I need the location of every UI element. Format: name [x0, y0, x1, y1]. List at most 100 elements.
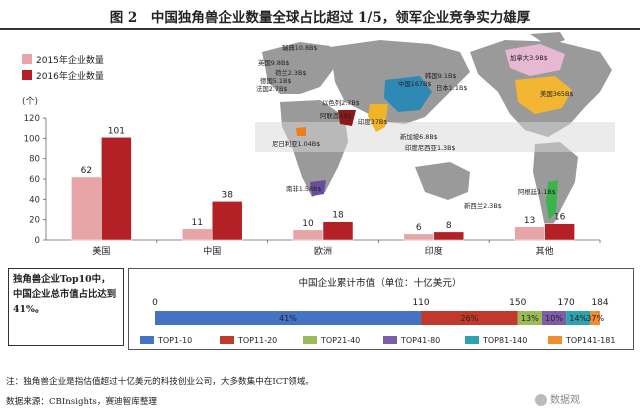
legend-label: TOP81-140 [482, 336, 527, 345]
data-source: 数据来源：CBInsights，赛迪智库整理 [6, 397, 158, 407]
segment-top141-181 [590, 311, 600, 325]
bar-value-label: 13 [524, 216, 535, 226]
legend-swatch [465, 336, 479, 344]
y-axis: 0 20 40 60 80 100 120 [24, 114, 47, 246]
legend-label: TOP1-10 [157, 336, 192, 345]
market-cap-legend: TOP1-10 TOP11-20 TOP21-40 TOP41-80 TOP81-140… [140, 336, 615, 345]
map-label-south-korea: 韩国9.1B$ [425, 71, 456, 80]
scale-tick-label: 110 [412, 298, 429, 308]
figure-title: 图 2 中国独角兽企业数量全球占比超过 1/5，领军企业竞争实力雄厚 [109, 10, 531, 26]
legend-swatch [548, 336, 562, 344]
legend-swatch [22, 54, 32, 64]
market-cap-panel [128, 268, 634, 350]
segment-percent-label: 26% [461, 314, 479, 323]
segment-percent-label: 13% [521, 314, 539, 323]
bar-legend: 2015年企业数量 2016年企业数量 [22, 54, 104, 82]
scale-tick-label: 170 [558, 298, 575, 308]
bar-2016 [544, 223, 575, 241]
x-tick-label: 欧洲 [314, 245, 332, 257]
bar-2015 [71, 176, 102, 241]
x-tick-label: 美国 [92, 245, 110, 257]
bar-2016 [211, 201, 243, 241]
bar-2015 [514, 226, 545, 241]
legend-label: TOP41-80 [400, 336, 440, 345]
map-label-singapore: 新加坡6.8B$ [400, 132, 438, 141]
legend-label: 2015年企业数量 [36, 54, 104, 66]
bar-value-label: 11 [191, 218, 202, 228]
bar-2016 [101, 137, 132, 241]
callout-box: 独角兽企业Top10中，中国企业总市值占比达到41%。 [8, 268, 124, 346]
y-tick-label: 20 [29, 216, 40, 226]
map-label-united-states: 美国365B$ [540, 89, 573, 98]
x-tick-label: 其他 [536, 245, 554, 257]
callout-text: 独角兽企业Top10中，中国企业总市值占比达到41%。 [13, 274, 117, 315]
segment-top11-20 [421, 311, 518, 325]
map-label-china: 中国167B$ [398, 79, 431, 88]
map-argentina-highlight [546, 180, 558, 220]
map-landmasses [262, 32, 612, 227]
segment-percent-label: 10% [545, 314, 563, 323]
y-tick-label: 80 [29, 155, 40, 165]
segment-top41-80 [541, 311, 567, 325]
bar-value-label: 62 [81, 166, 92, 176]
segment-top21-40 [517, 311, 542, 325]
segment-top81-140 [566, 311, 591, 325]
bar-chart: 2015年企业数量 2016年企业数量 (个) 0 20 40 60 80 100 120 美… [22, 54, 601, 257]
map-country-highlights [296, 44, 572, 220]
footnote: 注：独角兽企业是指估值超过十亿美元的科技创业公司，大多数集中在ICT领域。 [6, 377, 314, 387]
legend-label: TOP21-40 [320, 336, 360, 345]
legend-label: TOP11-20 [237, 336, 277, 345]
market-cap-bar: 中国企业累计市值（单位：十亿美元） 0 110 150 170 184 41% 26% 13… [140, 277, 615, 345]
bar-value-label: 8 [446, 221, 452, 231]
market-cap-segments: 41% 26% 13% 10% 14% 37% [155, 311, 604, 325]
map-label-israel: 以色列2.7B$ [322, 98, 360, 107]
map-usa-highlight [515, 76, 572, 114]
bar-2016 [322, 221, 354, 241]
wechat-icon [535, 394, 547, 406]
map-label-indonesia: 印度尼西亚1.3B$ [405, 143, 456, 152]
bar-2015 [403, 233, 435, 241]
map-label-new-zealand: 新西兰2.3B$ [464, 201, 502, 210]
map-label-south-africa: 南非1.58B$ [286, 184, 321, 193]
scale-tick-label: 184 [591, 298, 608, 308]
map-label-germany: 德国5.1B$ [260, 76, 291, 85]
segment-percent-label: 14% [569, 314, 587, 323]
scale-tick-label: 150 [509, 298, 526, 308]
y-tick-label: 0 [35, 236, 40, 246]
market-cap-title: 中国企业累计市值（单位：十亿美元） [298, 277, 461, 289]
map-label-sweden: 瑞典10.8B$ [282, 43, 317, 52]
segment-percent-label: 37% [586, 314, 604, 323]
bar-2015 [292, 229, 324, 241]
segment-percent-label: 41% [279, 314, 297, 323]
bar-value-label: 18 [332, 211, 344, 221]
map-label-netherlands: 荷兰2.3B$ [275, 68, 306, 77]
map-label-india: 印度37B$ [358, 117, 387, 126]
map-label-united-kingdom: 英国9.8B$ [258, 58, 289, 67]
map-label-canada: 加拿大3.9B$ [510, 53, 548, 62]
legend-swatch [22, 70, 32, 80]
map-label-france: 法国2.7B$ [256, 84, 287, 93]
x-tick-label: 中国 [203, 245, 221, 257]
bar-value-label: 6 [416, 223, 422, 233]
map-label-uae: 阿联酋1B$ [320, 111, 352, 120]
y-tick-label: 40 [29, 195, 40, 205]
watermark: 数据观 [535, 391, 580, 406]
map-canada-highlight [505, 44, 565, 76]
bar-value-label: 101 [108, 126, 125, 136]
watermark-text: 数据观 [550, 395, 580, 406]
map-country-labels: 瑞典10.8B$ 英国9.8B$荷兰2.3B$德国5.1B$法国2.7B$ 中国16… [256, 43, 573, 210]
y-tick-label: 100 [24, 134, 40, 144]
x-tick-label: 印度 [425, 245, 443, 257]
y-tick-label: 120 [24, 114, 40, 124]
bar-2016 [433, 231, 465, 241]
bar-value-label: 38 [221, 190, 233, 200]
map-label-argentina: 阿根廷1.1B$ [518, 187, 556, 196]
map-label-nigeria: 尼日利亚1.04B$ [272, 139, 320, 148]
bar-value-label: 10 [302, 219, 314, 229]
x-axis: 美国 中国 欧洲 印度 其他 [46, 239, 601, 257]
map-nigeria-highlight [296, 127, 306, 136]
scale-tick-label: 0 [152, 298, 158, 308]
y-axis-label: (个) [22, 96, 38, 107]
map-europe [262, 42, 335, 94]
map-china-highlight [384, 76, 432, 112]
